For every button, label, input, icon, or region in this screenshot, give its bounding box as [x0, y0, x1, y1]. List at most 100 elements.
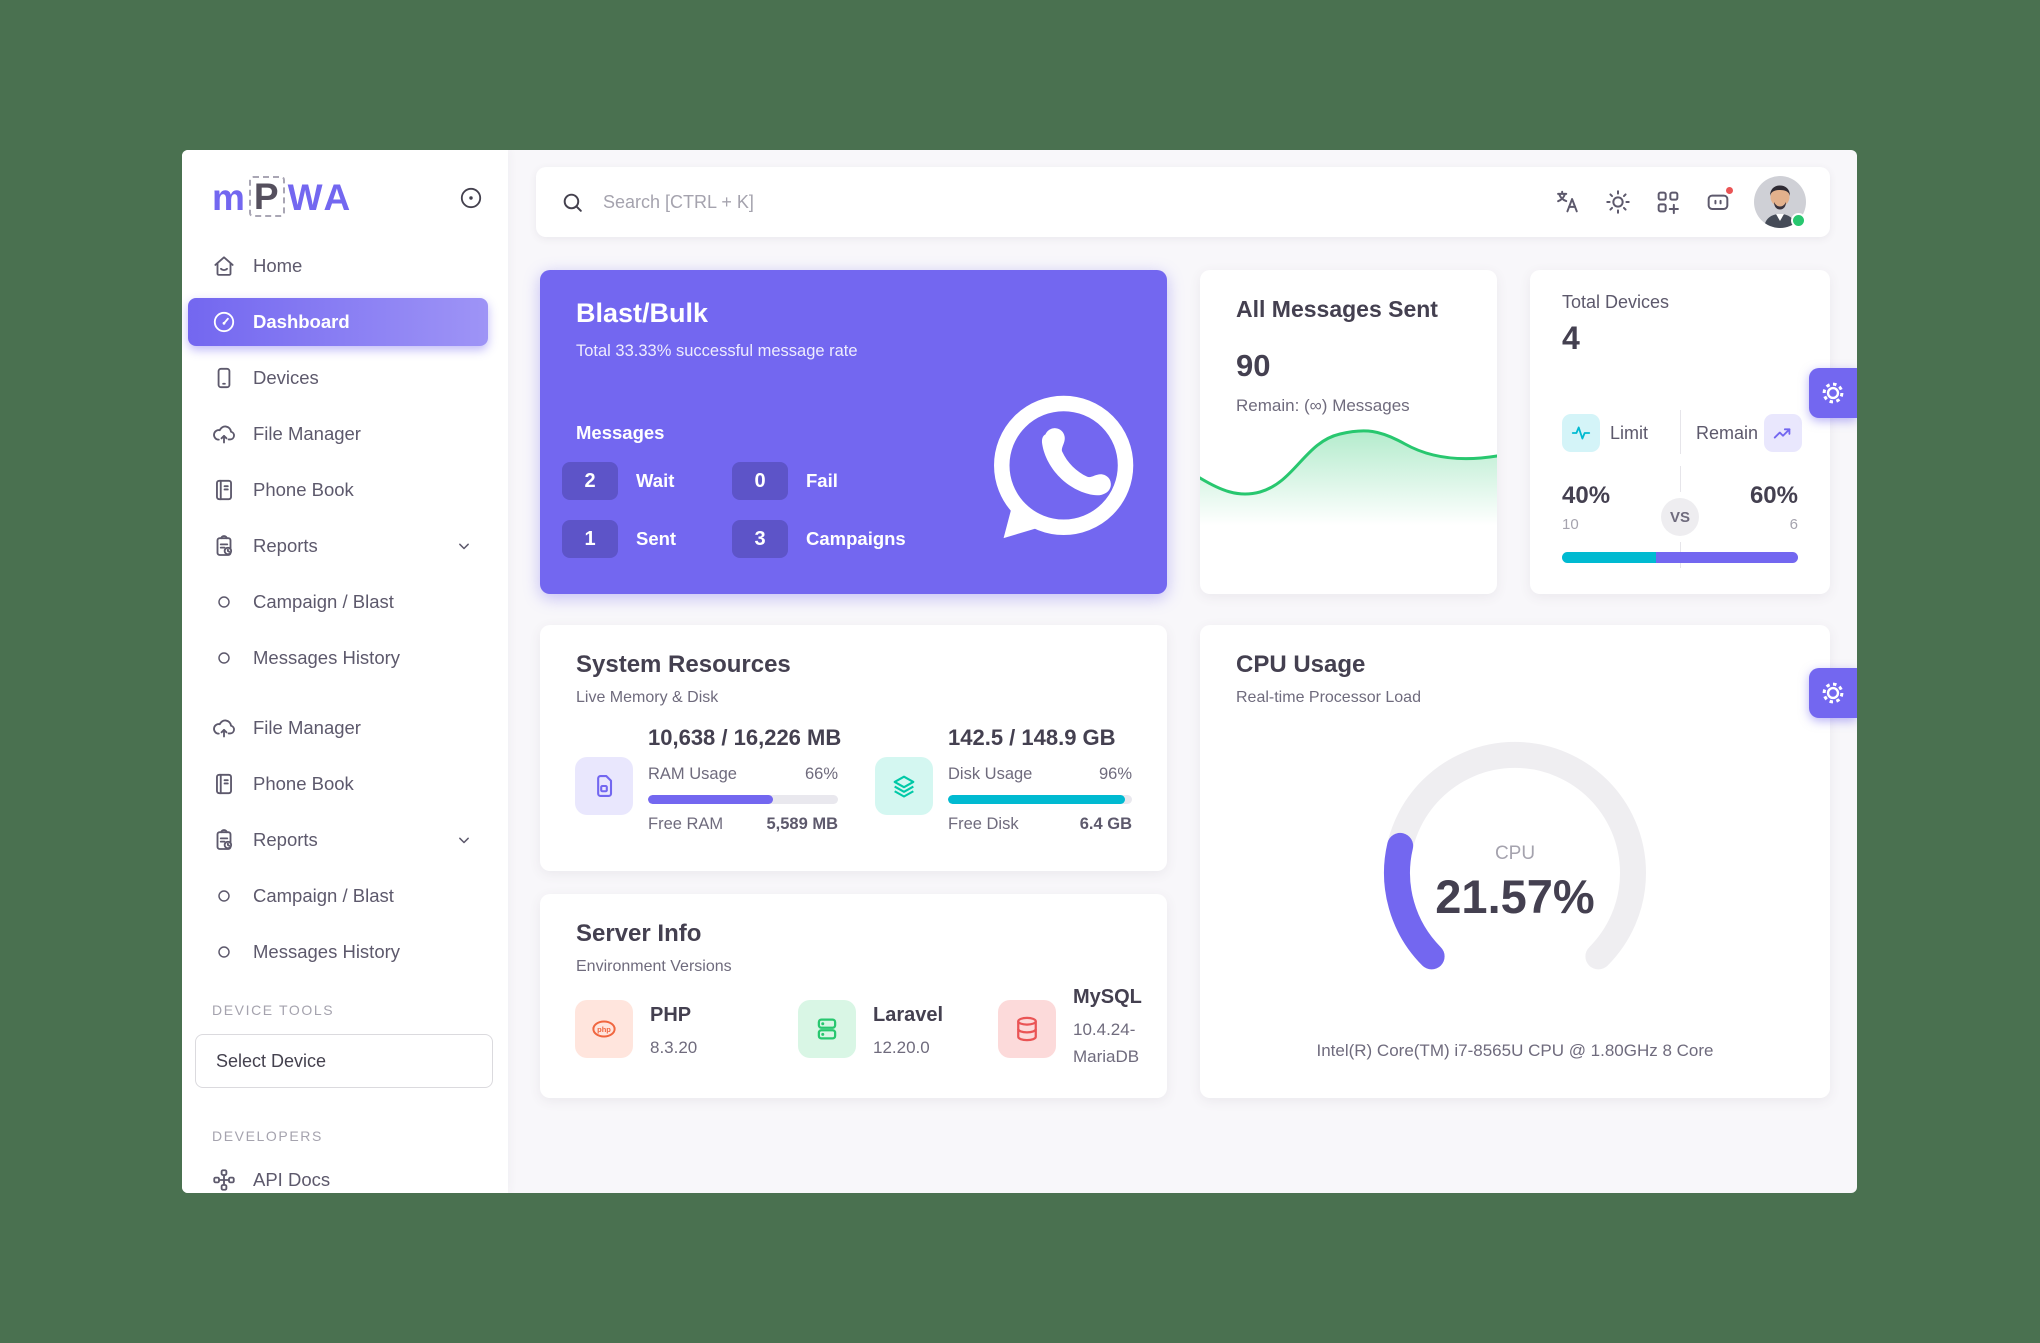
- blast-messages-label: Messages: [576, 422, 665, 443]
- section-header-device-tools: DEVICE TOOLS: [212, 1002, 335, 1018]
- sidebar-item-campaign-blast[interactable]: Campaign / Blast: [188, 578, 488, 626]
- apps-grid-icon[interactable]: [1654, 188, 1682, 216]
- free-ram-label: Free RAM: [648, 815, 724, 833]
- disk-layers-icon: [875, 757, 933, 815]
- ram-icon: [575, 757, 633, 815]
- mysql-name: MySQL: [1073, 986, 1142, 1008]
- circle-icon: [211, 939, 237, 965]
- sidebar-item-label: API Docs: [253, 1169, 331, 1190]
- cloud-upload-icon: [211, 421, 237, 447]
- server-info-title: Server Info: [576, 920, 702, 947]
- sidebar-item-phone-book[interactable]: Phone Book: [188, 760, 488, 808]
- disk-usage-percent: 96%: [1098, 765, 1132, 783]
- limit-progress-segment: [1562, 552, 1657, 563]
- free-disk-label: Free Disk: [948, 815, 1019, 833]
- sidebar-item-file-manager[interactable]: File Manager: [188, 410, 488, 458]
- remain-label: Remain: [1696, 423, 1759, 443]
- sidebar-item-label: Campaign / Blast: [253, 885, 394, 906]
- phone-book-icon: [211, 477, 237, 503]
- sidebar-item-label: Dashboard: [253, 311, 350, 332]
- settings-gear-button[interactable]: [1809, 368, 1857, 418]
- disk-progress-bar: [948, 795, 1132, 804]
- home-icon: [211, 253, 237, 279]
- user-avatar[interactable]: [1754, 176, 1806, 228]
- all-messages-remain: Remain: (∞) Messages: [1236, 396, 1410, 415]
- fail-count-badge: 0: [732, 462, 788, 500]
- blast-subtitle: Total 33.33% successful message rate: [576, 342, 858, 360]
- logo-letter: m: [212, 177, 246, 218]
- limit-value: 10: [1562, 516, 1579, 533]
- circle-icon: [211, 589, 237, 615]
- all-messages-card: All Messages Sent 90 Remain: (∞) Message…: [1200, 270, 1497, 594]
- sidebar-item-label: Home: [253, 255, 303, 276]
- search-input[interactable]: [603, 191, 1554, 213]
- fail-label: Fail: [806, 470, 838, 491]
- mysql-icon: [998, 1000, 1056, 1058]
- cpu-usage-subtitle: Real-time Processor Load: [1236, 689, 1421, 706]
- sidebar-item-reports[interactable]: Reports: [188, 522, 488, 570]
- system-resources-subtitle: Live Memory & Disk: [576, 689, 719, 706]
- sidebar-item-home[interactable]: Home: [188, 242, 488, 290]
- ram-value: 10,638 / 16,226 MB: [648, 725, 842, 750]
- api-icon: [211, 1167, 237, 1193]
- messages-area-chart: [1200, 406, 1497, 536]
- chevron-down-icon: [454, 536, 474, 556]
- sidebar-pin-icon[interactable]: [458, 185, 484, 211]
- total-devices-title: Total Devices: [1562, 292, 1670, 312]
- disk-usage-label: Disk Usage: [948, 765, 1033, 783]
- logo-letter-p: P: [248, 175, 285, 217]
- ram-progress-bar: [648, 795, 838, 804]
- sidebar-item-file-manager[interactable]: File Manager: [188, 704, 488, 752]
- wait-count-badge: 2: [562, 462, 618, 500]
- cpu-gauge: [1365, 723, 1665, 1023]
- section-header-developers: DEVELOPERS: [212, 1128, 323, 1144]
- select-device-dropdown[interactable]: Select Device: [195, 1034, 493, 1088]
- sidebar-item-campaign-blast[interactable]: Campaign / Blast: [188, 872, 488, 920]
- php-version: 8.3.20: [650, 1038, 698, 1057]
- sidebar-item-messages-history[interactable]: Messages History: [188, 634, 488, 682]
- cpu-processor-info: Intel(R) Core(TM) i7-8565U CPU @ 1.80GHz…: [1316, 1041, 1714, 1060]
- online-status-dot: [1791, 213, 1806, 228]
- sidebar-item-api-docs[interactable]: API Docs: [188, 1156, 488, 1193]
- settings-gear-button[interactable]: [1809, 668, 1857, 718]
- chevron-down-icon: [454, 830, 474, 850]
- sidebar-item-label: Campaign / Blast: [253, 591, 394, 612]
- sidebar-item-dashboard[interactable]: Dashboard: [188, 298, 488, 346]
- remain-percent: 60%: [1749, 482, 1798, 509]
- sidebar-item-label: Phone Book: [253, 773, 354, 794]
- sent-label: Sent: [636, 528, 677, 549]
- dashboard-icon: [211, 309, 237, 335]
- sidebar-item-reports[interactable]: Reports: [188, 816, 488, 864]
- limit-activity-icon: [1562, 414, 1600, 452]
- reports-icon: [211, 827, 237, 853]
- logo-letter: A: [323, 177, 352, 218]
- svg-text:php: php: [597, 1025, 611, 1034]
- light-mode-icon[interactable]: [1604, 188, 1632, 216]
- notification-badge: [1724, 185, 1735, 196]
- sidebar-item-devices[interactable]: Devices: [188, 354, 488, 402]
- all-messages-title: All Messages Sent: [1236, 296, 1438, 322]
- cpu-gauge-label: CPU: [1494, 843, 1536, 864]
- search-icon[interactable]: [560, 190, 585, 215]
- vs-badge: VS: [1661, 498, 1699, 536]
- notifications-bot-icon[interactable]: [1704, 185, 1735, 216]
- sidebar-item-label: Devices: [253, 367, 319, 388]
- all-messages-count: 90: [1236, 348, 1271, 383]
- campaigns-label: Campaigns: [806, 528, 906, 549]
- sidebar-item-messages-history[interactable]: Messages History: [188, 928, 488, 976]
- top-navbar: [536, 167, 1830, 237]
- system-resources-title: System Resources: [576, 651, 791, 678]
- system-resources-card: System Resources Live Memory & Disk 10,6…: [540, 625, 1167, 871]
- php-name: PHP: [650, 1004, 692, 1026]
- limit-percent: 40%: [1562, 482, 1611, 509]
- sidebar-item-phone-book[interactable]: Phone Book: [188, 466, 488, 514]
- sidebar-item-label: File Manager: [253, 423, 361, 444]
- sidebar-item-label: Messages History: [253, 647, 401, 668]
- language-translate-icon[interactable]: [1554, 188, 1582, 216]
- whatsapp-icon: [969, 378, 1151, 560]
- free-disk-value: 6.4 GB: [1079, 815, 1132, 833]
- cloud-upload-icon: [211, 715, 237, 741]
